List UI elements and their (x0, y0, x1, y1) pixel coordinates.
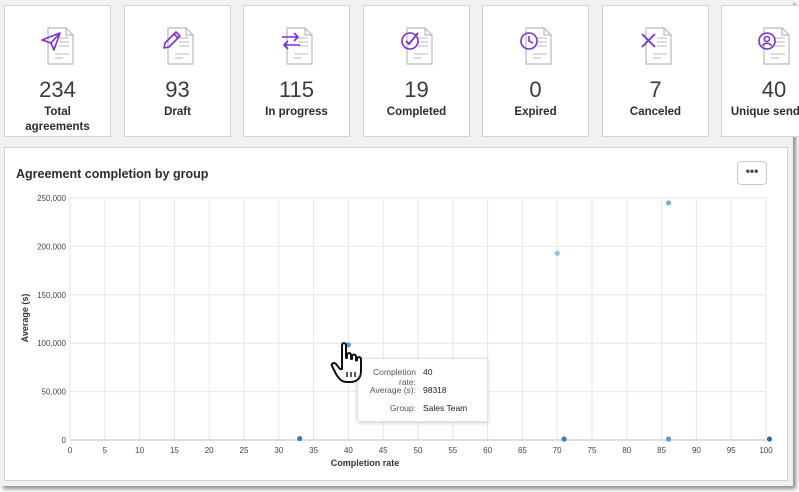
data-point[interactable] (665, 200, 672, 206)
data-point[interactable] (561, 436, 567, 442)
y-axis-ticks: 0 50,000 100,000 150,000 200,000 250,000 (37, 194, 66, 445)
card-value: 234 (39, 77, 76, 102)
y-tick-label: 200,000 (37, 242, 66, 251)
tooltip-value: 40 (423, 367, 433, 377)
card-value: 7 (649, 77, 662, 102)
x-tick-label: 60 (483, 446, 492, 455)
data-point[interactable] (766, 436, 773, 442)
card-value: 19 (404, 77, 429, 102)
x-tick-label: 50 (414, 446, 423, 455)
x-tick-label: 85 (657, 446, 666, 455)
hand-pointer-cursor-icon (330, 342, 362, 383)
tooltip-value: Sales Team (423, 403, 468, 413)
x-axis-label: Completion rate (331, 458, 400, 468)
card-label-line: Expired (514, 106, 557, 118)
more-options-button[interactable]: ••• (737, 161, 767, 185)
data-point[interactable] (665, 436, 672, 442)
x-tick-label: 65 (518, 446, 527, 455)
data-point[interactable] (297, 435, 303, 442)
y-tick-label: 250,000 (37, 194, 66, 203)
point-tooltip: Completion rate: 40 Average (s): 98318 G… (357, 358, 488, 422)
x-tick-label: 70 (553, 446, 562, 455)
tooltip-key: Completion rate: (373, 367, 416, 387)
chart-points (297, 200, 773, 442)
card-label: Completed (368, 105, 465, 120)
card-value: 115 (278, 77, 315, 102)
canceled-document-icon (638, 26, 674, 66)
x-axis-ticks: 0 5 10 15 20 25 30 35 40 45 50 55 60 65 70 75 80 85 90 95 10… (68, 446, 773, 455)
x-tick-label: 40 (344, 446, 353, 455)
tooltip-row: Group: Sales Team (358, 403, 487, 415)
tooltip-row: Completion rate: 40 (358, 367, 487, 387)
panel-title: Agreement completion by group (16, 167, 209, 181)
card-label-line: In progress (265, 106, 328, 118)
card-label: Canceled (607, 105, 704, 120)
summary-card[interactable]: 115 In progress (243, 5, 350, 137)
x-tick-label: 30 (274, 446, 283, 455)
y-tick-label: 0 (62, 436, 67, 445)
card-label-line: Total (44, 106, 71, 118)
tooltip-value: 98318 (423, 385, 447, 395)
card-value: 0 (529, 77, 542, 102)
card-label-line: Completed (386, 106, 447, 118)
card-label: Total agreements (9, 105, 106, 135)
card-label: Draft (129, 105, 226, 120)
summary-cards: 234 Total agreements 93 Draft 115 In progress 1… (4, 5, 799, 139)
x-tick-label: 15 (170, 446, 179, 455)
tooltip-key: Group: (390, 403, 416, 413)
x-tick-label: 75 (588, 446, 597, 455)
card-label-line: Draft (164, 106, 191, 118)
scatter-chart: 0 50,000 100,000 150,000 200,000 250,000 0 5 10… (20, 194, 773, 468)
summary-card[interactable]: 40 Unique senders (721, 5, 799, 137)
x-tick-label: 80 (622, 446, 631, 455)
summary-card[interactable]: 234 Total agreements (4, 5, 111, 137)
data-point[interactable] (554, 250, 560, 256)
send-document-icon (40, 26, 76, 66)
y-tick-label: 50,000 (42, 388, 67, 397)
x-tick-label: 25 (240, 446, 249, 455)
x-tick-label: 90 (692, 446, 701, 455)
y-tick-label: 100,000 (37, 339, 66, 348)
summary-card[interactable]: 93 Draft (124, 5, 231, 137)
tooltip-key: Average (s): (369, 385, 416, 395)
card-label: Unique senders (726, 105, 799, 120)
completed-document-icon (399, 26, 435, 66)
x-tick-label: 5 (103, 446, 108, 455)
card-label-line: Unique senders (730, 106, 799, 118)
y-axis-label: Average (s) (20, 294, 30, 343)
x-tick-label: 100 (759, 446, 773, 455)
draft-document-icon (160, 26, 196, 66)
x-tick-label: 10 (135, 446, 144, 455)
x-tick-label: 20 (205, 446, 214, 455)
card-label-line: agreements (25, 121, 90, 133)
x-tick-label: 45 (379, 446, 388, 455)
x-tick-label: 55 (448, 446, 457, 455)
x-tick-label: 0 (68, 446, 73, 455)
card-label: In progress (248, 105, 345, 120)
tooltip-row: Average (s): 98318 (358, 385, 487, 397)
card-label: Expired (487, 105, 584, 120)
card-label-line: Canceled (629, 106, 682, 118)
summary-card[interactable]: 0 Expired (482, 5, 589, 137)
agreement-completion-panel: Agreement completion by group ••• 0 50,00… (4, 147, 788, 481)
summary-card[interactable]: 19 Completed (363, 5, 470, 137)
senders-document-icon (756, 26, 792, 66)
data-point[interactable] (345, 342, 351, 348)
x-tick-label: 95 (727, 446, 736, 455)
x-tick-label: 35 (309, 446, 318, 455)
in-progress-document-icon (279, 26, 315, 66)
card-value: 40 (761, 77, 787, 102)
summary-card[interactable]: 7 Canceled (602, 5, 709, 137)
expired-document-icon (518, 26, 554, 66)
y-tick-label: 150,000 (37, 291, 66, 300)
card-value: 93 (165, 77, 190, 102)
